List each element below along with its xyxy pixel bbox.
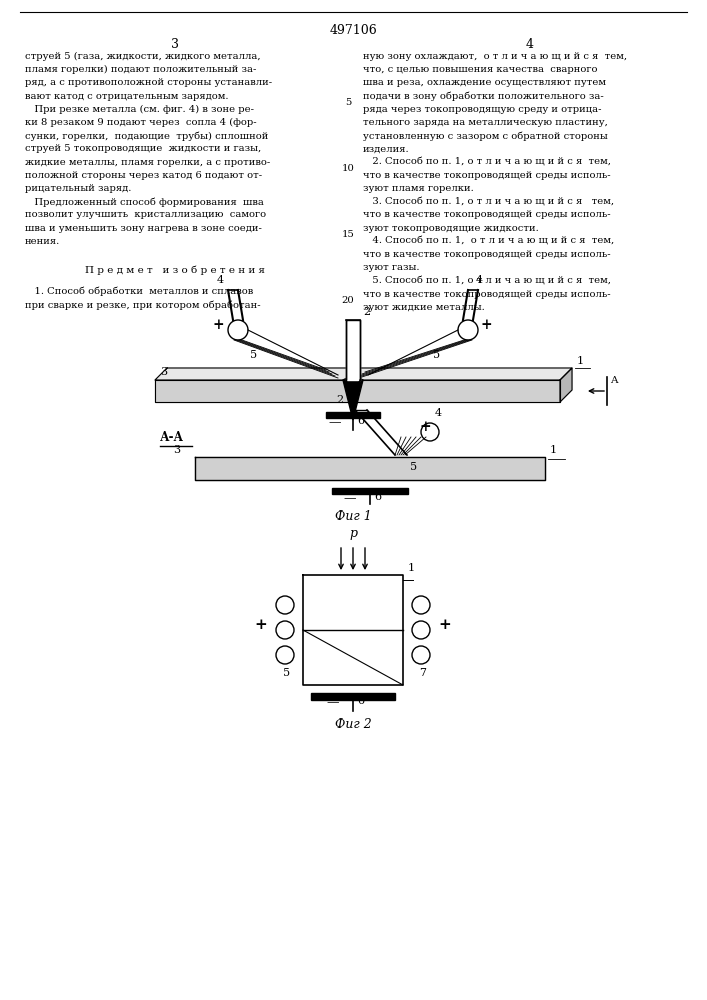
Text: А-А: А-А <box>160 431 184 444</box>
Text: 7: 7 <box>419 668 426 678</box>
Text: что в качестве токопроводящей среды исполь-: что в качестве токопроводящей среды испо… <box>363 250 611 259</box>
Text: установленную с зазором с обратной стороны: установленную с зазором с обратной сторо… <box>363 131 608 141</box>
Text: 1. Способ обработки  металлов и сплавов: 1. Способ обработки металлов и сплавов <box>25 287 253 296</box>
Text: 5: 5 <box>345 98 351 107</box>
Text: —: — <box>344 492 356 505</box>
Text: 1: 1 <box>577 356 584 366</box>
Text: +: + <box>419 420 431 434</box>
Text: что в качестве токопроводящей среды исполь-: что в качестве токопроводящей среды испо… <box>363 290 611 299</box>
Text: При резке металла (см. фиг. 4) в зоне ре-: При резке металла (см. фиг. 4) в зоне ре… <box>25 105 254 114</box>
Text: 6: 6 <box>357 416 364 426</box>
Polygon shape <box>560 368 572 402</box>
Text: 3. Способ по п. 1, о т л и ч а ю щ и й с я   тем,: 3. Способ по п. 1, о т л и ч а ю щ и й с… <box>363 197 614 206</box>
Text: 15: 15 <box>341 230 354 239</box>
Text: 2: 2 <box>363 307 370 317</box>
Text: ряда через токопроводящую среду и отрица-: ряда через токопроводящую среду и отрица… <box>363 105 602 114</box>
Polygon shape <box>343 375 363 420</box>
Text: струей 5 токопроводящие  жидкости и газы,: струей 5 токопроводящие жидкости и газы, <box>25 144 262 153</box>
Polygon shape <box>155 368 572 380</box>
Text: 6: 6 <box>374 492 381 502</box>
Polygon shape <box>155 380 560 402</box>
Polygon shape <box>326 412 380 418</box>
Polygon shape <box>346 320 360 380</box>
Text: подачи в зону обработки положительного за-: подачи в зону обработки положительного з… <box>363 92 604 101</box>
Text: +: + <box>255 618 267 632</box>
Text: при сварке и резке, при котором обработан-: при сварке и резке, при котором обработа… <box>25 300 261 310</box>
Text: 2: 2 <box>336 395 343 405</box>
Text: зуют газы.: зуют газы. <box>363 263 419 272</box>
Text: позволит улучшить  кристаллизацию  самого: позволит улучшить кристаллизацию самого <box>25 210 266 219</box>
Text: что в качестве токопроводящей среды исполь-: что в качестве токопроводящей среды испо… <box>363 210 611 219</box>
Text: зуют токопроводящие жидкости.: зуют токопроводящие жидкости. <box>363 224 539 233</box>
Text: жидкие металлы, пламя горелки, а с противо-: жидкие металлы, пламя горелки, а с проти… <box>25 158 270 167</box>
Polygon shape <box>311 693 395 700</box>
Text: П р е д м е т   и з о б р е т е н и я: П р е д м е т и з о б р е т е н и я <box>85 266 265 275</box>
Text: что, с целью повышения качества  сварного: что, с целью повышения качества сварного <box>363 65 597 74</box>
Text: вают катод с отрицательным зарядом.: вают катод с отрицательным зарядом. <box>25 92 228 101</box>
Text: 5: 5 <box>433 350 440 360</box>
Text: 5: 5 <box>284 668 291 678</box>
Text: —: — <box>327 696 339 709</box>
Text: 1: 1 <box>408 563 415 573</box>
Text: 6: 6 <box>357 696 364 706</box>
Text: шва и уменьшить зону нагрева в зоне соеди-: шва и уменьшить зону нагрева в зоне соед… <box>25 224 262 233</box>
Text: пламя горелки) подают положительный за-: пламя горелки) подают положительный за- <box>25 65 257 74</box>
Text: рицательный заряд.: рицательный заряд. <box>25 184 132 193</box>
Text: +: + <box>438 618 451 632</box>
Text: 4: 4 <box>216 275 223 285</box>
Text: 4: 4 <box>435 408 442 418</box>
Polygon shape <box>303 575 403 685</box>
Text: нения.: нения. <box>25 237 60 246</box>
Text: 4: 4 <box>526 38 534 51</box>
Text: +: + <box>212 318 224 332</box>
Text: 3: 3 <box>160 367 167 377</box>
Text: 4: 4 <box>476 275 483 285</box>
Text: тельного заряда на металлическую пластину,: тельного заряда на металлическую пластин… <box>363 118 608 127</box>
Text: ки 8 резаком 9 подают через  сопла 4 (фор-: ки 8 резаком 9 подают через сопла 4 (фор… <box>25 118 257 127</box>
Text: A: A <box>610 376 617 385</box>
Text: 497106: 497106 <box>329 24 377 37</box>
Text: 20: 20 <box>341 296 354 305</box>
Text: 1: 1 <box>550 445 557 455</box>
Text: положной стороны через катод 6 подают от-: положной стороны через катод 6 подают от… <box>25 171 262 180</box>
Text: Фиг 2: Фиг 2 <box>334 718 371 731</box>
Text: зуют пламя горелки.: зуют пламя горелки. <box>363 184 474 193</box>
Text: 2. Способ по п. 1, о т л и ч а ю щ и й с я  тем,: 2. Способ по п. 1, о т л и ч а ю щ и й с… <box>363 158 611 167</box>
Text: Фиг 1: Фиг 1 <box>334 510 371 523</box>
Text: 10: 10 <box>341 164 354 173</box>
Text: 5: 5 <box>250 350 257 360</box>
Text: струей 5 (газа, жидкости, жидкого металла,: струей 5 (газа, жидкости, жидкого металл… <box>25 52 261 61</box>
Text: что в качестве токопроводящей среды исполь-: что в качестве токопроводящей среды испо… <box>363 171 611 180</box>
Text: +: + <box>480 318 492 332</box>
Text: 3: 3 <box>173 445 180 455</box>
Text: шва и реза, охлаждение осуществляют путем: шва и реза, охлаждение осуществляют путе… <box>363 78 606 87</box>
Polygon shape <box>195 457 545 480</box>
Text: ряд, а с противоположной стороны устанавли-: ряд, а с противоположной стороны устанав… <box>25 78 272 87</box>
Text: 5. Способ по п. 1, о т л и ч а ю щ и й с я  тем,: 5. Способ по п. 1, о т л и ч а ю щ и й с… <box>363 276 611 285</box>
Polygon shape <box>332 488 408 494</box>
Text: зуют жидкие металлы.: зуют жидкие металлы. <box>363 303 485 312</box>
Text: 3: 3 <box>171 38 179 51</box>
Text: —: — <box>329 416 341 429</box>
Text: 4. Способ по п. 1,  о т л и ч а ю щ и й с я  тем,: 4. Способ по п. 1, о т л и ч а ю щ и й с… <box>363 237 614 246</box>
Text: изделия.: изделия. <box>363 144 409 153</box>
Text: Предложенный способ формирования  шва: Предложенный способ формирования шва <box>25 197 264 207</box>
Text: сунки, горелки,  подающие  трубы) сплошной: сунки, горелки, подающие трубы) сплошной <box>25 131 269 141</box>
Text: 5: 5 <box>410 462 417 472</box>
Text: p: p <box>349 527 357 540</box>
Text: ную зону охлаждают,  о т л и ч а ю щ и й с я  тем,: ную зону охлаждают, о т л и ч а ю щ и й … <box>363 52 627 61</box>
